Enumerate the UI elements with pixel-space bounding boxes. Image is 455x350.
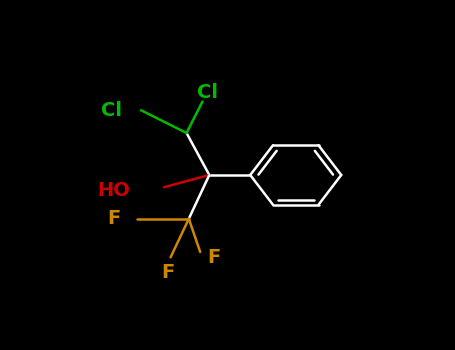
- Text: F: F: [107, 209, 121, 228]
- Text: F: F: [161, 263, 174, 282]
- Text: Cl: Cl: [101, 101, 122, 120]
- Text: F: F: [207, 248, 220, 267]
- Text: HO: HO: [97, 181, 130, 200]
- Text: Cl: Cl: [197, 83, 217, 102]
